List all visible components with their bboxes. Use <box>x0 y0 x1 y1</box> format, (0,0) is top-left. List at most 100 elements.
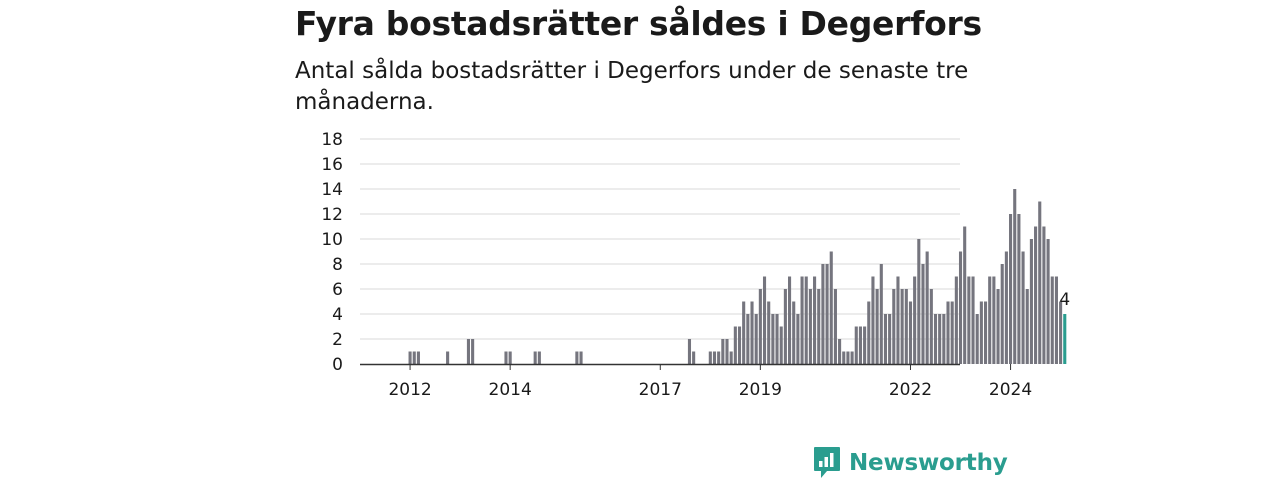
chart-title: Fyra bostadsrätter såldes i Degerfors <box>295 4 982 43</box>
bar <box>863 326 867 364</box>
bar <box>979 301 983 364</box>
bar <box>896 276 900 364</box>
bar <box>708 351 712 364</box>
bar <box>904 289 908 364</box>
bar <box>808 289 812 364</box>
bar <box>796 314 800 364</box>
bar <box>892 289 896 364</box>
bar <box>879 264 883 364</box>
bar <box>996 289 1000 364</box>
bar <box>958 251 963 364</box>
bar <box>925 251 929 364</box>
bar <box>950 301 954 364</box>
bar <box>733 326 737 364</box>
y-tick-label: 0 <box>332 355 343 375</box>
bar <box>871 276 875 364</box>
bar <box>1046 239 1050 364</box>
bar <box>846 351 850 364</box>
bar <box>825 264 829 364</box>
bar <box>1000 264 1004 364</box>
bar <box>712 351 717 364</box>
bar <box>1054 276 1058 364</box>
bar <box>742 301 746 364</box>
bar <box>412 351 416 364</box>
bar <box>842 351 846 364</box>
bar <box>466 339 471 364</box>
bar <box>838 339 842 364</box>
x-tick-label: 2017 <box>639 380 682 400</box>
x-tick-label: 2024 <box>989 380 1032 400</box>
bar <box>813 276 817 364</box>
bar <box>1009 214 1013 364</box>
y-tick-label: 8 <box>332 255 343 275</box>
bar <box>737 326 742 364</box>
y-tick-label: 2 <box>332 330 343 350</box>
bar <box>867 301 871 364</box>
bar <box>946 301 950 364</box>
bar <box>888 314 892 364</box>
bar <box>721 339 725 364</box>
bar <box>800 276 804 364</box>
bar <box>783 289 787 364</box>
bar <box>1042 226 1046 364</box>
bar <box>933 314 938 364</box>
bar <box>1050 276 1054 364</box>
bar <box>746 314 750 364</box>
bar <box>750 301 754 364</box>
bar <box>1013 189 1017 364</box>
bar <box>1017 214 1021 364</box>
bar <box>1004 251 1008 364</box>
bar <box>850 351 854 364</box>
bar <box>508 351 512 364</box>
bar <box>963 226 967 364</box>
bar <box>929 289 933 364</box>
y-tick-label: 6 <box>332 280 343 300</box>
x-tick-label: 2022 <box>889 380 932 400</box>
y-tick-label: 16 <box>321 155 343 175</box>
bar <box>917 239 921 364</box>
bar <box>988 276 992 364</box>
bar <box>900 289 904 364</box>
bar <box>804 276 808 364</box>
bar <box>983 301 988 364</box>
x-axis-ticks: 2012 2014 2017 2019 2022 2024 <box>388 364 1032 400</box>
bar <box>875 289 879 364</box>
bar <box>446 351 450 364</box>
bar <box>792 301 796 364</box>
bar <box>579 351 583 364</box>
bar <box>533 351 537 364</box>
bar <box>717 351 721 364</box>
bar <box>779 326 783 364</box>
bars <box>408 189 1067 364</box>
bar <box>537 351 541 364</box>
bar <box>471 339 475 364</box>
bar <box>967 276 971 364</box>
newsworthy-logo: Newsworthy <box>813 446 1008 480</box>
bar <box>817 289 821 364</box>
bar <box>858 326 862 364</box>
bar <box>883 314 888 364</box>
bar-chart-speech-bubble-icon <box>814 447 840 478</box>
bar <box>408 351 412 364</box>
bar <box>754 314 758 364</box>
bar <box>913 276 917 364</box>
highlight-value-label: 4 <box>1059 290 1070 310</box>
bar <box>971 276 975 364</box>
bar <box>788 276 792 364</box>
bar <box>954 276 958 364</box>
bar <box>692 351 696 364</box>
bar <box>938 314 942 364</box>
bar <box>1038 201 1042 364</box>
bar <box>942 314 946 364</box>
bar <box>992 276 996 364</box>
x-tick-label: 2019 <box>739 380 782 400</box>
bar <box>975 314 979 364</box>
bar <box>767 301 771 364</box>
bar <box>921 264 925 364</box>
bar <box>725 339 729 364</box>
bar <box>908 301 913 364</box>
bar <box>1034 226 1038 364</box>
bar <box>1029 239 1033 364</box>
bar <box>504 351 508 364</box>
y-axis-ticks: 0 2 4 6 8 10 12 14 16 18 <box>321 130 343 375</box>
